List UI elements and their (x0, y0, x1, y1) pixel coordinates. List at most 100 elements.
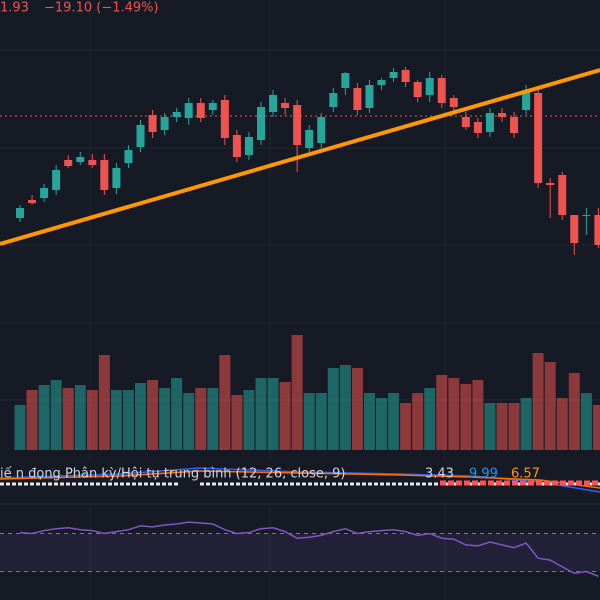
candle-body (377, 80, 386, 85)
candle-body (413, 82, 422, 97)
candle-body (257, 107, 265, 140)
candle-body (365, 85, 374, 108)
candle-body (16, 208, 24, 218)
candle-body (148, 115, 157, 132)
rsi-band (0, 533, 600, 572)
volume-bar (255, 378, 267, 450)
candle-body (40, 188, 49, 198)
volume-bar (363, 393, 375, 450)
candle-body (244, 137, 253, 155)
candle-body (232, 135, 241, 157)
volume-bar (412, 393, 424, 450)
candle-body (220, 100, 229, 138)
candle-body (510, 117, 519, 133)
candle-body (124, 150, 133, 163)
candle-body (498, 113, 506, 117)
volume-bar (388, 393, 400, 450)
candle-body (522, 90, 531, 110)
volume-bar (86, 390, 98, 450)
candle-body (485, 113, 494, 132)
volume-bar (400, 403, 412, 450)
candle-body (172, 112, 181, 117)
volume-bar (135, 383, 146, 450)
volume-bar (243, 390, 255, 450)
volume-bar (556, 398, 568, 450)
volume-bar (14, 405, 26, 450)
volume-bar (279, 382, 291, 450)
volume-bar (98, 355, 110, 450)
candle-body (546, 183, 555, 185)
volume-bar (532, 353, 544, 450)
candle-body (473, 122, 482, 133)
candle-body (293, 105, 302, 145)
volume-bar (267, 378, 279, 450)
volume-bar (436, 375, 448, 450)
candle-body (269, 95, 278, 112)
volume-bar (351, 368, 363, 450)
candle-body (208, 103, 217, 110)
volume-bar (580, 393, 592, 450)
candle-body (160, 117, 169, 130)
volume-bar (207, 388, 219, 450)
candle-body (281, 103, 290, 108)
volume-bar (291, 335, 303, 450)
candle-body (353, 88, 362, 110)
candle-body (76, 157, 85, 162)
macd-title: iế n đọng Phân kỳ/Hội tụ trung bình (12,… (0, 467, 345, 482)
candle-body (52, 170, 61, 190)
volume-bar (231, 395, 243, 450)
volume-bar (315, 393, 327, 450)
candle-body (534, 93, 543, 183)
volume-bar (592, 405, 600, 450)
candle-body (425, 78, 434, 95)
candle-body (184, 103, 193, 118)
last-price: 1.93 (0, 1, 29, 16)
candle-body (558, 175, 567, 215)
candle-body (196, 103, 205, 118)
volume-bar (183, 393, 195, 450)
volume-bar (171, 378, 183, 450)
candle-body (100, 160, 109, 190)
candle-body (461, 117, 470, 127)
candle-body (449, 98, 458, 107)
volume-bar (38, 385, 50, 450)
volume-bar (568, 373, 580, 450)
volume-bar (195, 388, 207, 450)
candle-body (317, 117, 326, 143)
volume-bar (544, 362, 556, 450)
candle-body (64, 160, 73, 166)
candle-body (594, 215, 600, 245)
candle-body (582, 215, 591, 216)
volume-bar (484, 403, 496, 450)
signal-value: 6.57 (511, 467, 540, 482)
volume-bar (424, 388, 436, 450)
volume-bar (159, 388, 171, 450)
candle-body (88, 160, 97, 165)
candle-body (341, 73, 350, 88)
trend-line (0, 68, 600, 246)
candle-body (28, 200, 37, 203)
volume-bar (219, 355, 231, 450)
volume-bar (339, 365, 351, 450)
volume-bar (327, 368, 339, 450)
volume-bar (508, 403, 520, 450)
volume-bar (496, 403, 508, 450)
rsi-line (19, 521, 599, 577)
volume-bar (62, 388, 74, 450)
candle-body (329, 93, 338, 107)
candle-body (136, 125, 145, 147)
volume-bar (147, 380, 159, 450)
signal-line (0, 470, 600, 489)
candle-body (437, 78, 446, 103)
volume-bar (448, 378, 460, 450)
volume-bar (74, 385, 86, 450)
volume-bar (122, 390, 134, 450)
candle-body (112, 168, 121, 188)
macd-hist-value: 3.43 (425, 467, 454, 482)
candle-body (389, 72, 398, 78)
volume-bar (303, 393, 315, 450)
candle-body (305, 130, 314, 148)
volume-bar (50, 380, 62, 450)
volume-bar (110, 390, 122, 450)
